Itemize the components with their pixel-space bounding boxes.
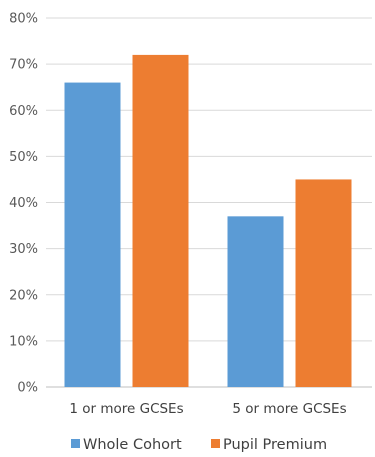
bar-whole-cohort-2 — [227, 216, 284, 387]
legend-label: Whole Cohort — [83, 437, 182, 453]
y-tick-label: 20% — [9, 288, 38, 303]
y-tick-label: 0% — [17, 381, 38, 396]
bar-pupil-premium-1 — [132, 54, 189, 388]
legend: Whole Cohort Pupil Premium — [71, 437, 327, 453]
y-tick-label: 40% — [9, 196, 38, 211]
legend-swatch — [71, 439, 80, 448]
bar-whole-cohort-1 — [64, 82, 121, 387]
y-tick-label: 30% — [9, 242, 38, 257]
y-tick-label: 60% — [9, 104, 38, 119]
legend-item-pupil-premium: Pupil Premium — [211, 437, 327, 453]
legend-label: Pupil Premium — [223, 437, 327, 453]
bars — [64, 54, 352, 388]
x-category-label: 5 or more GCSEs — [232, 401, 346, 417]
x-axis-category-labels: 1 or more GCSEs 5 or more GCSEs — [69, 401, 346, 417]
y-tick-label: 70% — [9, 58, 38, 73]
bar-pupil-premium-2 — [295, 179, 352, 387]
legend-item-whole-cohort: Whole Cohort — [71, 437, 182, 453]
y-axis-tick-labels: 0% 10% 20% 30% 40% 50% 60% 70% 80% — [9, 12, 38, 396]
y-tick-label: 10% — [9, 334, 38, 349]
y-tick-label: 80% — [9, 12, 38, 27]
x-category-label: 1 or more GCSEs — [69, 401, 183, 417]
y-tick-label: 50% — [9, 150, 38, 165]
legend-swatch — [211, 439, 220, 448]
